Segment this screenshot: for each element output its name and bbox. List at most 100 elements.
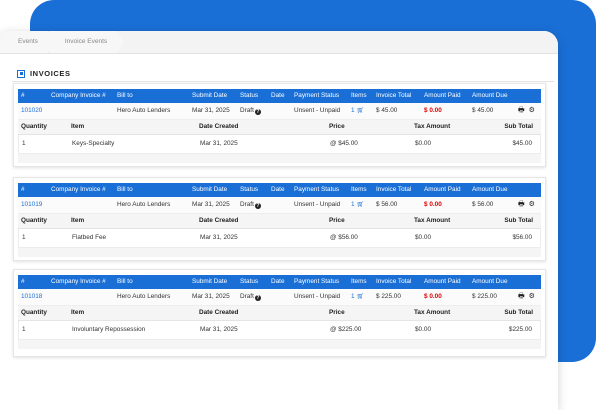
submit-date: Mar 31, 2025	[192, 293, 230, 300]
gear-icon[interactable]: ⚙︎	[528, 107, 535, 114]
amount-due: $ 45.00	[472, 107, 494, 114]
cart-icon[interactable]: 🛒︎	[356, 294, 365, 300]
item-name: Involuntary Repossession	[72, 326, 146, 333]
square-icon	[17, 69, 25, 78]
col-company-invoice: Company Invoice #	[51, 278, 106, 285]
gear-icon[interactable]: ⚙︎	[528, 293, 535, 300]
date-created: Mar 31, 2025	[200, 234, 238, 241]
breadcrumb-item-events[interactable]: Events	[0, 31, 55, 53]
payment-status: Unsent - Unpaid	[294, 107, 341, 114]
col-date: Date	[271, 278, 285, 285]
items-count[interactable]: 1	[351, 293, 355, 300]
invoice-block: # Company Invoice # Bill to Submit Date …	[13, 269, 546, 357]
amount-due: $ 225.00	[472, 293, 497, 300]
status: Draft?	[240, 289, 261, 305]
tax-amount: $0.00	[415, 326, 431, 333]
col-date-created: Date Created	[199, 217, 239, 224]
col-bill-to: Bill to	[117, 278, 133, 285]
invoice-total: $ 225.00	[376, 293, 401, 300]
line-items-footer	[18, 340, 541, 349]
invoice-row: 101020 Hero Auto Lenders Mar 31, 2025 Dr…	[18, 103, 541, 120]
sub-total: $56.00	[512, 234, 532, 241]
col-price: Price	[329, 123, 345, 130]
col-number: #	[21, 186, 25, 193]
invoice-id-link[interactable]: 101019	[21, 201, 43, 208]
col-amount-paid: Amount Paid	[424, 92, 461, 99]
line-items-header: Quantity Item Date Created Price Tax Amo…	[18, 306, 541, 321]
col-date: Date	[271, 186, 285, 193]
col-payment-status: Payment Status	[294, 92, 340, 99]
invoice-block: # Company Invoice # Bill to Submit Date …	[13, 177, 546, 261]
tax-amount: $0.00	[415, 140, 431, 147]
line-items-footer	[18, 248, 541, 257]
col-bill-to: Bill to	[117, 92, 133, 99]
col-date-created: Date Created	[199, 309, 239, 316]
cart-icon[interactable]: 🛒︎	[356, 202, 365, 208]
gear-icon[interactable]: ⚙︎	[528, 201, 535, 208]
col-quantity: Quantity	[21, 217, 47, 224]
payment-status: Unsent - Unpaid	[294, 201, 341, 208]
items[interactable]: 1 🛒︎	[351, 197, 364, 213]
payment-status: Unsent - Unpaid	[294, 293, 341, 300]
col-quantity: Quantity	[21, 309, 47, 316]
line-item-row: 1 Involuntary Repossession Mar 31, 2025 …	[18, 321, 541, 340]
items[interactable]: 1 🛒︎	[351, 103, 364, 119]
cart-icon[interactable]: 🛒︎	[356, 108, 365, 114]
col-quantity: Quantity	[21, 123, 47, 130]
invoice-row: 101019 Hero Auto Lenders Mar 31, 2025 Dr…	[18, 197, 541, 214]
col-status: Status	[240, 278, 259, 285]
items[interactable]: 1 🛒︎	[351, 289, 364, 305]
row-actions: 🖶︎ ⚙︎	[518, 289, 535, 305]
invoice-id-link[interactable]: 101020	[21, 107, 43, 114]
col-tax-amount: Tax Amount	[414, 123, 451, 130]
sub-total: $225.00	[508, 326, 532, 333]
date-created: Mar 31, 2025	[200, 140, 238, 147]
col-invoice-total: Invoice Total	[376, 186, 412, 193]
col-amount-paid: Amount Paid	[424, 278, 461, 285]
col-amount-due: Amount Due	[472, 186, 508, 193]
line-items-table: Quantity Item Date Created Price Tax Amo…	[18, 214, 541, 257]
question-icon[interactable]: ?	[254, 109, 261, 115]
line-item-row: 1 Flatbed Fee Mar 31, 2025 @ $56.00 $0.0…	[18, 229, 541, 248]
col-invoice-total: Invoice Total	[376, 278, 412, 285]
price: @ $225.00	[330, 326, 362, 333]
status-label: Draft	[240, 293, 254, 300]
col-number: #	[21, 92, 25, 99]
amount-due: $ 56.00	[472, 201, 494, 208]
col-item: Item	[71, 309, 85, 316]
items-count[interactable]: 1	[351, 107, 355, 114]
col-sub-total: Sub Total	[504, 217, 533, 224]
col-status: Status	[240, 186, 259, 193]
col-submit-date: Submit Date	[192, 186, 228, 193]
col-items: Items	[351, 186, 367, 193]
col-payment-status: Payment Status	[294, 186, 340, 193]
status-label: Draft	[240, 201, 254, 208]
printer-icon[interactable]: 🖶︎	[518, 107, 525, 114]
col-date: Date	[271, 92, 285, 99]
col-sub-total: Sub Total	[504, 309, 533, 316]
col-price: Price	[329, 217, 345, 224]
line-item-row: 1 Keys-Specialty Mar 31, 2025 @ $45.00 $…	[18, 135, 541, 154]
question-icon[interactable]: ?	[254, 203, 261, 209]
col-amount-due: Amount Due	[472, 278, 508, 285]
line-items-table: Quantity Item Date Created Price Tax Amo…	[18, 120, 541, 163]
breadcrumb: Events Invoice Events	[0, 31, 558, 54]
breadcrumb-item-invoice-events[interactable]: Invoice Events	[48, 31, 125, 53]
invoice-header-row: # Company Invoice # Bill to Submit Date …	[18, 183, 541, 197]
printer-icon[interactable]: 🖶︎	[518, 293, 525, 300]
printer-icon[interactable]: 🖶︎	[518, 201, 525, 208]
price: @ $45.00	[330, 140, 358, 147]
col-date-created: Date Created	[199, 123, 239, 130]
quantity: 1	[22, 234, 26, 241]
amount-paid: $ 0.00	[424, 293, 442, 300]
invoice-id-link[interactable]: 101018	[21, 293, 43, 300]
question-icon[interactable]: ?	[254, 295, 261, 301]
col-item: Item	[71, 217, 85, 224]
col-items: Items	[351, 278, 367, 285]
col-item: Item	[71, 123, 85, 130]
price: @ $56.00	[330, 234, 358, 241]
line-items-footer	[18, 154, 541, 163]
submit-date: Mar 31, 2025	[192, 107, 230, 114]
date-created: Mar 31, 2025	[200, 326, 238, 333]
items-count[interactable]: 1	[351, 201, 355, 208]
